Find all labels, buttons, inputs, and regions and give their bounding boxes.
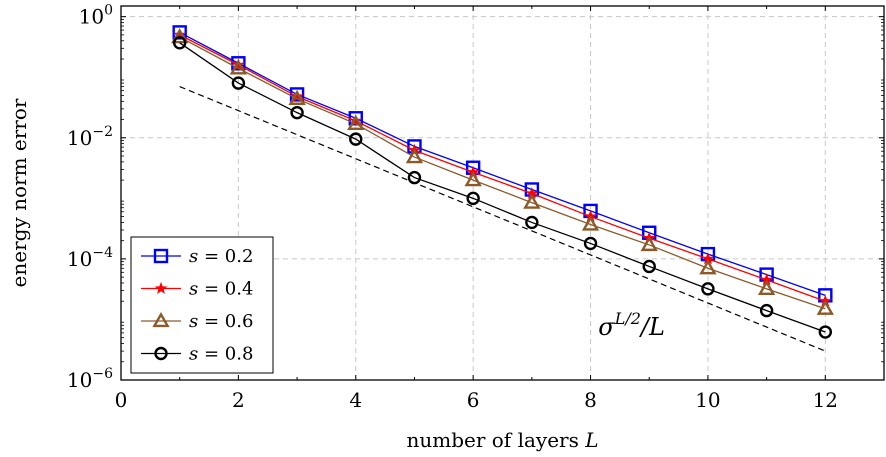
triangle-marker xyxy=(171,28,189,44)
triangle-marker xyxy=(288,89,306,105)
legend-label: s = 0.4 xyxy=(189,279,253,300)
legend-label: s = 0.6 xyxy=(189,311,253,332)
x-tick-label: 8 xyxy=(584,388,597,412)
circle-marker xyxy=(349,132,363,146)
triangle-marker xyxy=(523,193,541,209)
legend-item: s = 0.4 xyxy=(141,279,253,300)
series-circle xyxy=(172,36,833,339)
circle-marker xyxy=(407,170,422,185)
star-marker xyxy=(232,58,245,71)
circle-marker xyxy=(642,259,656,274)
circle-marker xyxy=(759,303,774,318)
y-axis-label: energy norm error xyxy=(7,98,31,287)
x-axis-label: number of layers L xyxy=(406,428,598,452)
triangle-marker xyxy=(640,235,658,252)
triangle-marker xyxy=(581,215,600,231)
y-tick-label: 10−2 xyxy=(67,124,113,150)
legend-item: s = 0.2 xyxy=(141,246,253,267)
star-marker xyxy=(154,281,168,294)
y-tick-label: 100 xyxy=(79,3,113,29)
plot-frame xyxy=(120,5,885,381)
circle-marker xyxy=(818,325,833,339)
circle-marker xyxy=(466,191,480,206)
triangle-marker xyxy=(757,279,776,296)
circle-marker xyxy=(172,36,187,50)
square-marker xyxy=(153,248,169,264)
x-tick-label: 0 xyxy=(115,388,128,412)
y-tick-label: 10−6 xyxy=(67,366,113,392)
series-line xyxy=(179,42,826,333)
reference-line xyxy=(179,86,826,352)
series-line xyxy=(179,36,826,310)
circle-marker xyxy=(290,105,304,120)
series-triangle xyxy=(171,28,834,315)
series-line xyxy=(179,34,826,302)
x-tick-label: 12 xyxy=(813,388,838,412)
square-marker xyxy=(231,56,246,71)
y-tick-label: 10−4 xyxy=(67,245,113,271)
series-group xyxy=(171,25,834,339)
triangle-marker xyxy=(405,148,424,164)
x-tick-label: 10 xyxy=(695,388,720,412)
x-tick-label: 4 xyxy=(349,388,362,412)
circle-marker xyxy=(525,215,539,230)
axis-ticks: 0 2 4 6 8 10 12 10−6 10−4 10−2 100 xyxy=(67,3,885,412)
reference-dashed-line xyxy=(179,86,826,352)
x-tick-label: 2 xyxy=(232,388,245,412)
triangle-marker xyxy=(152,311,170,328)
circle-marker xyxy=(231,76,246,90)
reference-line-label: σL/2/L xyxy=(598,309,665,341)
triangle-marker xyxy=(464,171,482,187)
triangle-marker xyxy=(229,59,248,75)
circle-marker xyxy=(583,236,598,251)
legend-label: s = 0.2 xyxy=(189,246,253,267)
circle-marker xyxy=(701,282,715,296)
triangle-marker xyxy=(347,114,365,130)
x-tick-label: 6 xyxy=(467,388,480,412)
legend-item: s = 0.6 xyxy=(141,311,253,332)
circle-marker xyxy=(154,346,168,361)
series-line xyxy=(179,31,826,296)
triangle-marker xyxy=(816,299,834,315)
legend-item: s = 0.8 xyxy=(141,344,253,365)
legend: s = 0.2 s = 0.4 s = 0.6 s = 0.8 xyxy=(130,236,274,374)
square-marker xyxy=(289,87,305,102)
triangle-marker xyxy=(699,259,717,275)
legend-label: s = 0.8 xyxy=(189,344,253,365)
